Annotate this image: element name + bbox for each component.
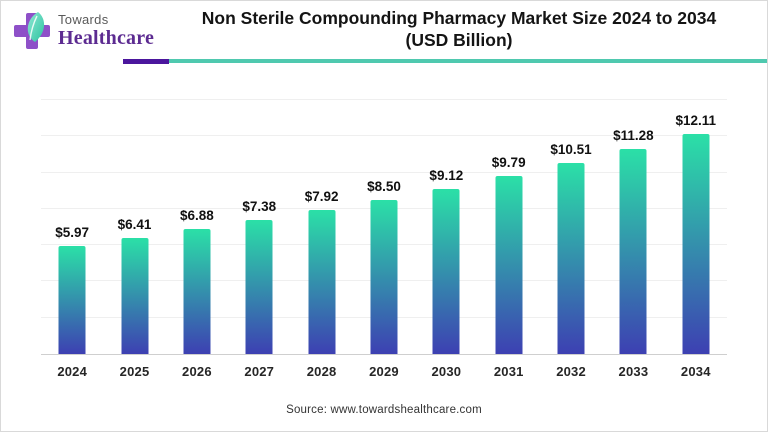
bar-value-label-2027: $7.38 [242,199,277,215]
chart-title: Non Sterile Compounding Pharmacy Market … [159,8,759,51]
bar-slot-2033: $11.28 [602,100,664,354]
gridline [41,135,727,137]
bar-slot-2030: $9.12 [415,100,477,354]
bar-slot-2024: $5.97 [41,100,103,354]
bar-slot-2028: $7.92 [290,100,352,354]
x-axis-label-2024: 2024 [57,364,88,379]
bar-2031 [495,176,523,354]
chart-title-line2: (USD Billion) [405,29,513,50]
x-axis-label-2025: 2025 [119,364,150,379]
gridline [41,99,727,100]
bar-value-label-2032: $10.51 [550,142,592,158]
bar-slot-2031: $9.79 [478,100,540,354]
bar-2032 [557,163,585,354]
bar-slot-2027: $7.38 [228,100,290,354]
title-underline-teal-segment [169,59,767,63]
title-underline-purple-segment [123,58,169,64]
title-underline-rule [123,58,767,64]
bar-value-label-2031: $9.79 [491,155,526,171]
bar-value-label-2033: $11.28 [613,128,654,144]
bar-value-label-2034: $12.11 [675,113,717,129]
x-axis-label-2027: 2027 [244,364,275,379]
bar-2024 [58,245,86,354]
x-axis-label-2028: 2028 [306,364,337,379]
bar-value-label-2024: $5.97 [55,224,90,240]
x-axis-label-2031: 2031 [493,364,524,379]
bar-chart-plot-area: $5.97 $6.41 $6.88 $7.38 $7.92 $8.50 $9.12 $9.79… [41,99,727,355]
bar-slot-2032: $10.51 [540,100,602,354]
bar-value-label-2026: $6.88 [179,208,214,224]
logo-healthcare-text: Healthcare [58,27,155,49]
bar-2033 [619,149,647,354]
x-axis-labels: 2024 2025 2026 2027 2028 2029 2030 2031 2032 2033… [41,364,727,379]
bar-2034 [682,134,710,354]
bar-2029 [370,199,398,354]
bar-slot-2029: $8.50 [353,100,415,354]
logo-cross-leaf-icon [13,10,53,52]
chart-title-line1: Non Sterile Compounding Pharmacy Market … [201,8,717,28]
logo-towards-text: Towards [58,12,109,27]
gridline [41,171,727,173]
bar-2028 [308,210,336,354]
bar-value-label-2028: $7.92 [304,189,339,205]
logo-wordmark: Towards Healthcare [58,12,154,50]
bar-slot-2026: $6.88 [166,100,228,354]
bar-2030 [432,188,460,354]
bar-value-label-2030: $9.12 [429,167,464,183]
bar-value-label-2029: $8.50 [367,178,401,194]
bar-series: $5.97 $6.41 $6.88 $7.38 $7.92 $8.50 $9.12 $9.79… [41,100,727,354]
x-axis-label-2032: 2032 [556,364,586,379]
bar-value-label-2025: $6.41 [117,216,152,232]
x-axis-label-2029: 2029 [369,364,399,379]
x-axis-label-2030: 2030 [431,364,462,379]
bar-slot-2025: $6.41 [103,100,165,354]
towards-healthcare-logo: Towards Healthcare [13,10,154,52]
bar-slot-2034: $12.11 [665,100,727,354]
bar-2027 [245,220,273,354]
x-axis-label-2034: 2034 [680,364,711,379]
x-axis-label-2033: 2033 [618,364,649,379]
source-attribution: Source: www.towardshealthcare.com [286,404,482,416]
bar-2025 [121,237,149,354]
x-axis-label-2026: 2026 [182,364,212,379]
bar-2026 [183,229,211,354]
